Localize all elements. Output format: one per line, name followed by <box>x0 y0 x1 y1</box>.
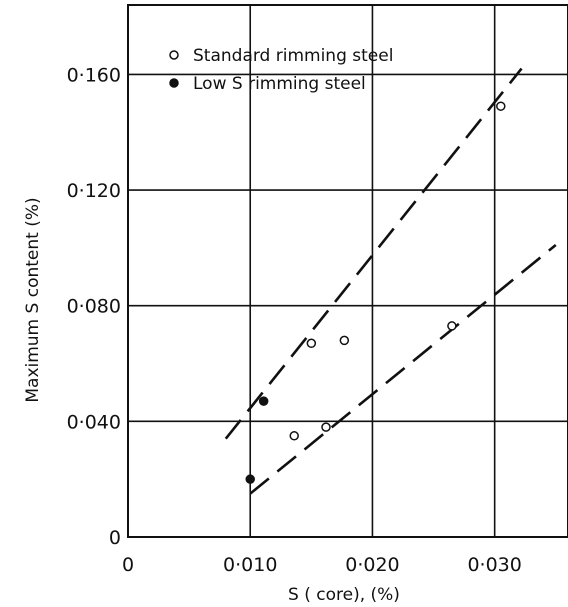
legend-label-standard: Standard rimming steel <box>193 46 393 66</box>
legend-marker-open-circle <box>169 50 179 60</box>
y-tick-label: 0·160 <box>67 64 121 86</box>
y-tick-label: 0 <box>109 527 121 549</box>
y-axis-label: Maximum S content (%) <box>23 197 43 402</box>
standard-point <box>321 422 331 432</box>
standard-point <box>339 335 350 346</box>
standard-point <box>496 101 506 111</box>
y-tick-label: 0·080 <box>67 296 121 318</box>
standard-point <box>306 338 317 349</box>
trend-line <box>224 67 523 440</box>
x-tick-label: 0·010 <box>223 554 277 576</box>
trend-line <box>249 243 557 495</box>
y-tick-label: 0·040 <box>67 411 121 433</box>
data-points <box>245 101 506 484</box>
low-s-point <box>258 396 269 406</box>
plot-frame <box>127 4 568 538</box>
x-tick-label: 0·020 <box>345 554 399 576</box>
legend-label-low-s: Low S rimming steel <box>193 74 366 94</box>
y-tick-label: 0·120 <box>67 180 121 202</box>
ticks: 0 0·010 0·020 0·030 0 0·040 0·080 0·120 0·160 <box>67 64 522 576</box>
standard-point <box>447 321 457 331</box>
standard-point <box>289 431 299 441</box>
trend-lines <box>224 67 557 495</box>
x-tick-label: 0 <box>122 554 134 576</box>
x-axis-label: S ( core), (%) <box>288 585 400 605</box>
grid <box>128 5 568 537</box>
low-s-point <box>245 474 255 484</box>
x-tick-label: 0·030 <box>467 554 521 576</box>
legend-marker-filled-circle <box>169 78 179 88</box>
legend: Standard rimming steel Low S rimming ste… <box>169 46 393 94</box>
